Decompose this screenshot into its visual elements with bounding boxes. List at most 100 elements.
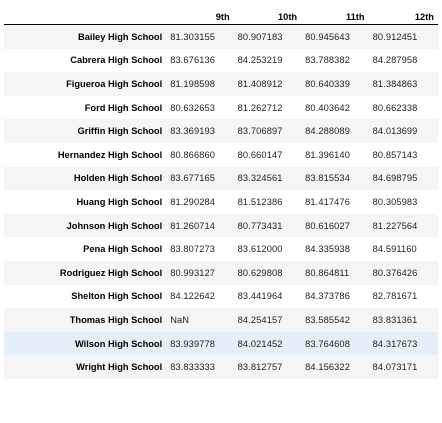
table-row: Griffin High School 83.369193 83.706897 84.…: [4, 119, 438, 143]
row-label-school: Rodriguez High School: [59, 267, 163, 278]
table-row: Rodriguez High School 80.993127 80.629808 8…: [4, 260, 438, 285]
column-header-12th: 12th: [368, 3, 438, 25]
table-cell: 84.698795: [372, 173, 418, 184]
scores-table: 9th 10th 11th 12th Bailey High School 81.…: [4, 3, 438, 379]
table-cell: 83.831361: [372, 314, 418, 325]
table-row: Figueroa High School 81.198598 81.408912 80…: [4, 72, 438, 96]
row-label-school: Cabrera High School: [70, 55, 163, 66]
table-row: Johnson High School 81.260714 80.773431 80.…: [4, 213, 438, 238]
table-cell: 81.384863: [372, 78, 418, 89]
table-cell: 80.662338: [372, 102, 418, 113]
row-label-school: Shelton High School: [71, 291, 163, 302]
table-cell: 80.660147: [237, 149, 283, 160]
table-cell: 83.585542: [305, 314, 350, 325]
table-row: Bailey High School 81.303155 80.907183 80.9…: [4, 24, 438, 49]
table-row: Ford High School 80.632653 81.262712 80.403…: [4, 96, 438, 120]
table-cell: 81.512386: [237, 196, 283, 207]
table-cell: 80.632653: [170, 102, 216, 113]
table-cell: 83.369193: [170, 126, 216, 137]
table-cell: 80.912451: [372, 31, 418, 42]
table-cell: 83.807273: [170, 244, 216, 255]
row-label-school: Huang High School: [76, 196, 163, 207]
row-label-school: Figueroa High School: [66, 78, 163, 89]
table-cell: 84.156322: [305, 362, 350, 373]
row-label-school: Thomas High School: [69, 314, 163, 325]
table-cell: 84.287958: [372, 55, 418, 66]
table-cell: 83.677165: [170, 173, 216, 184]
table-cell: 82.781671: [372, 291, 418, 302]
column-header-10th: 10th: [233, 3, 302, 25]
table-cell: 84.021452: [237, 338, 283, 349]
table-cell: 81.396140: [305, 149, 350, 160]
table-cell: 83.706897: [237, 126, 283, 137]
table-cell: 80.866860: [170, 149, 216, 160]
table-cell: 80.640339: [305, 78, 350, 89]
table-cell: 83.441964: [237, 291, 283, 302]
table-cell: 81.227564: [372, 220, 418, 231]
table-cell: 84.254157: [237, 314, 283, 325]
table-cell: 80.993127: [170, 267, 216, 278]
header-row: 9th 10th 11th 12th: [4, 3, 438, 25]
table-cell: 83.324561: [237, 173, 283, 184]
table-cell: 84.253219: [237, 55, 283, 66]
row-label-school: Hernandez High School: [57, 149, 163, 160]
row-label-school: Holden High School: [73, 173, 163, 184]
row-label-school: Pena High School: [83, 244, 163, 255]
table-cell: 83.812757: [237, 362, 283, 373]
table-cell: 84.073171: [372, 362, 418, 373]
row-label-school: Griffin High School: [77, 126, 163, 137]
table-cell: 83.676136: [170, 55, 216, 66]
table-row: Wright High School 83.833333 83.812757 84.1…: [4, 355, 438, 379]
table-cell: 84.335938: [305, 244, 350, 255]
table-row: Huang High School 81.290284 81.512386 81.41…: [4, 190, 438, 214]
table-cell: 80.629808: [237, 267, 283, 278]
row-label-school: Ford High School: [84, 102, 163, 113]
table-row: Wilson High School 83.939778 84.021452 83.7…: [4, 331, 438, 356]
table-row: Thomas High School NaN 84.254157 83.585542 8…: [4, 308, 438, 332]
table-cell: 81.260714: [170, 220, 216, 231]
table-cell: 80.907183: [237, 31, 283, 42]
table-header: 9th 10th 11th 12th: [4, 3, 438, 25]
table-row: Shelton High School 84.122642 83.441964 84.…: [4, 285, 438, 309]
table-cell: 80.403642: [305, 102, 350, 113]
table-cell: 84.317673: [372, 338, 418, 349]
row-label-school: Wright High School: [76, 362, 163, 373]
index-header: [4, 3, 167, 25]
table-cell: 83.939778: [170, 338, 216, 349]
table-container: 9th 10th 11th 12th Bailey High School 81.…: [4, 3, 438, 379]
table-cell: 83.788382: [305, 55, 350, 66]
table-cell: 81.290284: [170, 196, 216, 207]
table-cell: 81.417476: [305, 196, 350, 207]
row-label-school: Wilson High School: [74, 338, 163, 349]
table-cell: 80.945643: [305, 31, 350, 42]
table-cell: 81.303155: [170, 31, 216, 42]
table-cell: NaN: [170, 314, 190, 325]
column-header-11th: 11th: [301, 3, 369, 25]
table-cell: 80.857143: [372, 149, 418, 160]
table-cell: 80.305983: [372, 196, 418, 207]
table-cell: 81.408912: [237, 78, 283, 89]
column-header-9th: 9th: [166, 3, 234, 25]
table-cell: 80.773431: [237, 220, 283, 231]
table-cell: 84.373786: [305, 291, 350, 302]
table-cell: 83.815534: [305, 173, 350, 184]
table-cell: 84.122642: [170, 291, 216, 302]
table-cell: 81.198598: [170, 78, 216, 89]
table-cell: 83.612000: [237, 244, 283, 255]
row-label-school: Bailey High School: [77, 31, 163, 42]
table-cell: 84.013699: [372, 126, 418, 137]
table-row: Hernandez High School 80.866860 80.660147 8…: [4, 143, 438, 167]
table-row: Pena High School 83.807273 83.612000 84.335…: [4, 237, 438, 261]
table-cell: 80.376426: [372, 267, 418, 278]
table-cell: 81.262712: [237, 102, 283, 113]
table-cell: 83.833333: [170, 362, 216, 373]
table-cell: 80.616027: [305, 220, 350, 231]
table-cell: 84.591160: [372, 244, 417, 255]
table-cell: 83.764608: [305, 338, 350, 349]
table-cell: 80.864811: [305, 267, 350, 278]
row-label-school: Johnson High School: [66, 220, 163, 231]
table-body: Bailey High School 81.303155 80.907183 80.9…: [4, 24, 438, 379]
table-cell: 84.288089: [305, 126, 350, 137]
table-row: Holden High School 83.677165 83.324561 83.8…: [4, 166, 438, 191]
table-row: Cabrera High School 83.676136 84.253219 83.…: [4, 49, 438, 73]
